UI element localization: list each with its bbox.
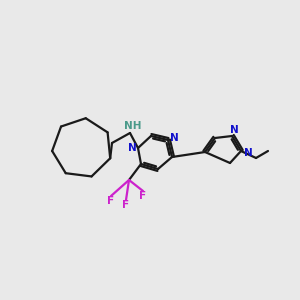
Text: F: F bbox=[107, 196, 115, 206]
Text: F: F bbox=[122, 200, 130, 210]
Text: NH: NH bbox=[124, 121, 142, 131]
Text: N: N bbox=[169, 133, 178, 143]
Text: N: N bbox=[244, 148, 252, 158]
Text: N: N bbox=[230, 125, 238, 135]
Text: N: N bbox=[128, 143, 136, 153]
Text: F: F bbox=[140, 191, 147, 201]
